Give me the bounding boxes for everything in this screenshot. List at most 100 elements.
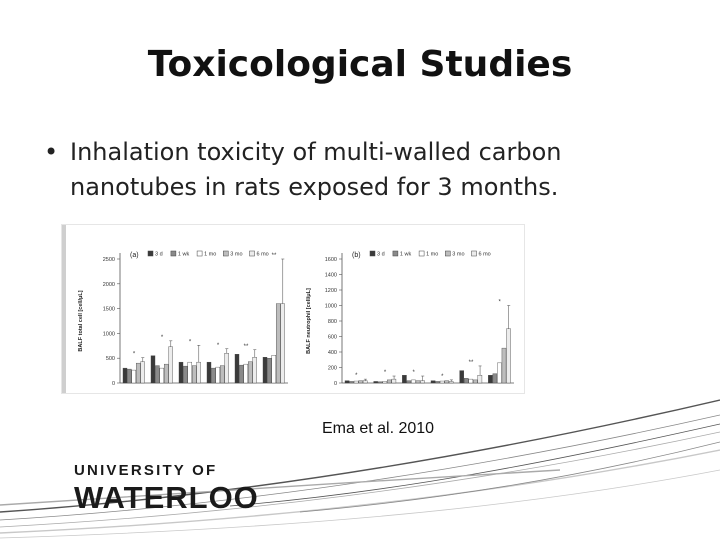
bar — [271, 355, 277, 384]
bar — [168, 346, 173, 384]
bar — [349, 381, 354, 384]
swoosh-line — [0, 414, 720, 521]
bar — [497, 362, 502, 384]
bar — [267, 357, 272, 384]
university-logo: UNIVERSITY OF WATERLOO — [74, 462, 259, 515]
figure-frame-edge — [62, 225, 66, 393]
legend-swatch — [147, 250, 154, 257]
bar — [464, 378, 469, 384]
bar — [488, 375, 493, 384]
bullet-point: • Inhalation toxicity of multi-walled ca… — [44, 135, 664, 205]
legend-swatch — [445, 250, 451, 257]
y-tick-label: 200 — [328, 366, 337, 372]
legend-label: 3 mo — [452, 252, 464, 258]
bar — [243, 363, 249, 384]
bar — [506, 328, 511, 384]
significance-marker: ** — [272, 253, 277, 259]
bar — [430, 380, 436, 384]
bar — [473, 379, 478, 384]
bar — [378, 381, 383, 384]
bar-charts: 0 500 1000 1500 2000 2500 BALF total cell [cel… — [78, 250, 514, 387]
significance-marker: * — [498, 300, 501, 306]
legend-label: 6 mo — [257, 252, 269, 258]
legend-swatch — [418, 250, 425, 257]
bar — [122, 367, 128, 384]
bar — [150, 355, 156, 384]
bar — [211, 367, 216, 384]
bullet-text: Inhalation toxicity of multi-walled carb… — [70, 138, 562, 201]
bar — [140, 361, 145, 384]
legend-swatch — [196, 250, 203, 257]
legend-label: 3 mo — [230, 252, 242, 258]
legend-label: 3 d — [155, 252, 163, 258]
bar — [275, 303, 281, 384]
legend-label: 1 wk — [400, 252, 412, 258]
legend-swatch — [249, 250, 255, 257]
bar — [178, 361, 184, 384]
bar — [353, 380, 359, 384]
significance-marker: * — [412, 370, 415, 376]
significance-marker: * — [217, 343, 220, 349]
legend-label: 1 mo — [204, 252, 216, 258]
bar — [234, 354, 240, 384]
y-tick-label: 1500 — [103, 307, 115, 313]
bar — [247, 361, 253, 384]
swoosh-line — [299, 441, 720, 513]
bar — [468, 378, 474, 384]
y-axis-label: BALF total cell [cell/μL] — [78, 290, 84, 351]
legend-swatch — [369, 250, 376, 257]
legend-swatch — [170, 250, 177, 257]
bar — [206, 361, 212, 384]
bar — [387, 379, 392, 384]
significance-marker: * — [355, 373, 358, 379]
bar — [215, 366, 221, 384]
significance-marker: ** — [469, 360, 474, 366]
bar — [280, 303, 285, 384]
bar — [183, 365, 188, 384]
swoosh-line — [229, 423, 720, 507]
bar — [239, 364, 244, 384]
swoosh-line — [0, 399, 720, 513]
logo-line2: WATERLOO — [74, 480, 259, 515]
y-tick-label: 1600 — [325, 257, 337, 263]
legend-label: 1 wk — [178, 252, 190, 258]
bar — [373, 381, 378, 384]
significance-marker: ** — [244, 344, 249, 350]
y-tick-label: 2000 — [103, 282, 115, 288]
y-tick-label: 1400 — [325, 273, 337, 279]
swoosh-line — [0, 469, 720, 539]
y-tick-label: 2500 — [103, 257, 115, 263]
y-tick-label: 0 — [112, 381, 115, 387]
legend-swatch — [471, 250, 477, 257]
significance-marker: * — [133, 352, 136, 358]
bar — [163, 363, 169, 384]
bar — [135, 362, 141, 384]
swoosh-line — [0, 449, 720, 534]
bullet-marker: • — [44, 138, 59, 166]
slide-title: Toxicological Studies — [147, 44, 573, 85]
bar — [444, 380, 449, 384]
bar — [159, 367, 165, 384]
bar — [420, 380, 425, 384]
bar — [448, 381, 454, 384]
bar — [402, 375, 407, 384]
bar — [219, 365, 225, 384]
bar — [196, 361, 201, 384]
swoosh-line — [0, 469, 561, 506]
legend-label: 6 mo — [479, 252, 491, 258]
bar — [415, 380, 421, 384]
bar — [187, 361, 193, 384]
bar — [362, 380, 368, 384]
bar — [492, 373, 498, 384]
y-tick-label: 600 — [328, 335, 337, 341]
y-tick-label: 1200 — [325, 288, 337, 294]
bar — [262, 357, 268, 384]
panel-label: (b) — [352, 252, 361, 259]
y-tick-label: 500 — [106, 356, 115, 362]
y-tick-label: 1000 — [325, 304, 337, 310]
bar — [252, 357, 257, 384]
bar — [459, 370, 464, 384]
bar — [406, 380, 412, 384]
legend-swatch — [392, 250, 399, 257]
